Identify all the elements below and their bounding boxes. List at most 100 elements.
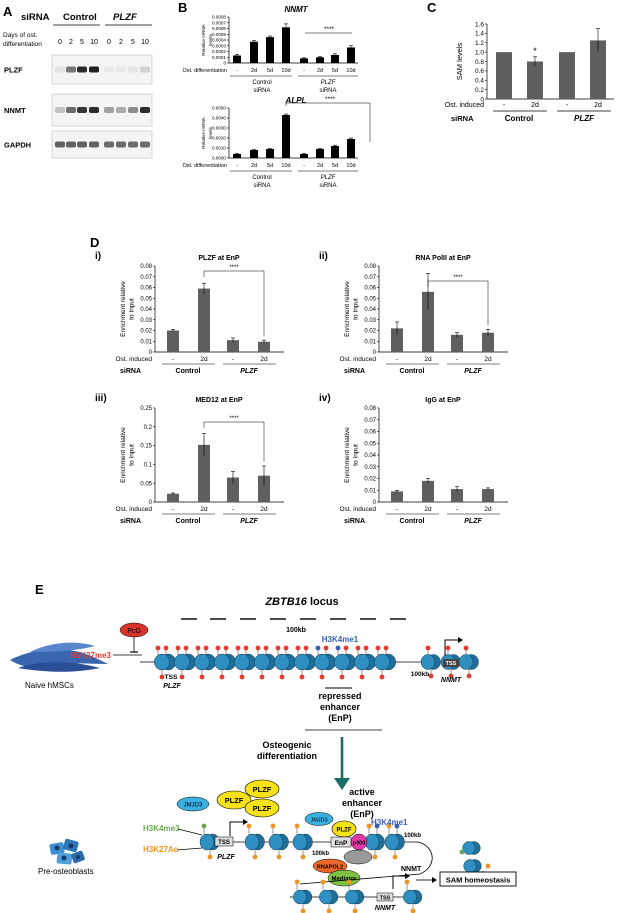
bar bbox=[347, 139, 355, 158]
panel-a-western-blots: PLZF NNMT GAPDH bbox=[4, 54, 153, 159]
histone-mark bbox=[183, 645, 189, 651]
nucleosome bbox=[194, 653, 210, 671]
bar bbox=[233, 154, 241, 158]
sig-label: **** bbox=[229, 265, 239, 271]
top-nnmt-tss-label: TSS bbox=[446, 661, 457, 667]
row-label: Ost. differentiation bbox=[182, 163, 227, 169]
y-tick-label: 0.04 bbox=[364, 307, 376, 313]
bar bbox=[331, 54, 339, 63]
histone-mark bbox=[355, 645, 361, 651]
row-label: Ost. induced bbox=[340, 506, 377, 513]
bar bbox=[198, 288, 210, 352]
panel-b-nnmt-chart: NNMT 0.00080.00070.00060.00050.00040.0003… bbox=[182, 5, 358, 94]
row-label: Ost. induced bbox=[116, 506, 153, 513]
h3k27me3-label: H3K27me3 bbox=[70, 651, 111, 660]
blot-band bbox=[128, 107, 138, 113]
plzf-protein-2: PLZF bbox=[253, 785, 272, 794]
nucleosome bbox=[374, 653, 390, 671]
bar bbox=[451, 489, 463, 502]
nucleosome bbox=[214, 653, 230, 671]
day-label: 10 bbox=[141, 39, 149, 46]
histone-mark bbox=[246, 823, 252, 829]
y-axis-label: levels bbox=[208, 126, 213, 138]
repressed-enhancer-line3: (EnP) bbox=[328, 713, 352, 723]
group-label: PLZF bbox=[240, 518, 258, 525]
bar bbox=[250, 150, 258, 158]
histone-mark bbox=[179, 674, 185, 680]
bar bbox=[227, 340, 239, 352]
rnapol2-label: RNAPOL2 bbox=[317, 865, 343, 871]
panel-b-alpl-chart: ALPL 0.0050 0.0040 0.0030 0.0020 0.0010 0.0000… bbox=[182, 96, 371, 189]
blot-band bbox=[128, 141, 138, 148]
panel-a-letter: A bbox=[3, 4, 13, 19]
panel-a-day-labels: 0 2 5 10 0 2 5 10 bbox=[58, 39, 149, 46]
histone-mark bbox=[323, 645, 329, 651]
panel-e-letter: E bbox=[35, 582, 44, 597]
y-axis-label: Enrichment relative bbox=[344, 281, 351, 337]
y-axis-label: Relative mRNA bbox=[201, 23, 206, 55]
group-label: Control bbox=[252, 175, 271, 181]
blot-band bbox=[89, 66, 99, 73]
y-tick-label: 0.03 bbox=[140, 318, 152, 324]
nucleosome bbox=[403, 889, 417, 905]
blot-band bbox=[128, 66, 138, 73]
plzf-at-enp-label: PLZF bbox=[337, 828, 352, 834]
y-tick-label: 0.0001 bbox=[212, 55, 226, 60]
blot-band bbox=[140, 141, 150, 148]
x-label: 5d bbox=[332, 68, 338, 74]
y-tick-label: 0.02 bbox=[364, 329, 376, 335]
panel-d-igg-chart: iv) IgG at EnP 0.08 0.07 0.06 0.05 0.04 0.03 0.0… bbox=[319, 393, 508, 525]
y-tick-label: 0.25 bbox=[140, 406, 152, 412]
group-label: Control bbox=[252, 80, 271, 86]
plzf-tss-arrowhead bbox=[243, 819, 248, 825]
histone-mark bbox=[335, 645, 341, 651]
y-tick-label: 0.0003 bbox=[212, 43, 226, 48]
pcg-label: PcG bbox=[127, 628, 141, 635]
x-label: 2d bbox=[200, 356, 208, 363]
bar bbox=[167, 330, 179, 352]
bar bbox=[391, 328, 403, 352]
chart-numeral: i) bbox=[95, 251, 101, 262]
y-tick-label: 0 bbox=[223, 61, 226, 66]
bottom-plzf-tss-label: TSS bbox=[218, 840, 230, 846]
y-tick-label: 0.1 bbox=[144, 463, 153, 469]
x-label: - bbox=[303, 163, 305, 169]
bar bbox=[527, 61, 543, 99]
panel-b-letter: B bbox=[178, 0, 187, 15]
histone-mark bbox=[295, 645, 301, 651]
bar bbox=[316, 149, 324, 158]
y-tick-label: 0.01 bbox=[364, 339, 376, 345]
day-label: 2 bbox=[69, 39, 73, 46]
histone-mark bbox=[375, 645, 381, 651]
y-tick-label: 0.8 bbox=[475, 59, 484, 66]
nucleosome bbox=[319, 889, 333, 905]
histone-mark bbox=[410, 908, 416, 913]
blot-band bbox=[66, 141, 76, 148]
bar bbox=[266, 149, 274, 158]
bottom-plzf-gene-label: PLZF bbox=[217, 854, 235, 861]
panel-d-plzf-chart: i) PLZF at EnP 0.08 0.07 0.06 0.05 0.04 0.03 0.0… bbox=[95, 251, 284, 375]
nucleosome bbox=[174, 653, 190, 671]
histone-mark bbox=[275, 645, 281, 651]
sig-label: **** bbox=[325, 96, 336, 103]
nnmt-tss-box bbox=[376, 892, 394, 902]
blot-label: GAPDH bbox=[4, 141, 31, 150]
osteogenic-arrow-head bbox=[334, 778, 350, 790]
nnmt-protein-label: NNMT bbox=[401, 866, 422, 873]
x-label: - bbox=[236, 68, 238, 74]
y-tick-label: 0.07 bbox=[364, 418, 376, 424]
sig-bracket bbox=[203, 270, 265, 337]
histone-mark bbox=[294, 823, 300, 829]
jmjd3-right: JMJD3 bbox=[304, 812, 334, 826]
chart-title: MED12 at EnP bbox=[195, 397, 242, 404]
histone-mark bbox=[175, 645, 181, 651]
blot-band bbox=[77, 107, 87, 113]
x-label: 2d bbox=[317, 163, 323, 169]
y-tick-label: 0.0000 bbox=[212, 156, 226, 161]
blot-band bbox=[89, 141, 99, 148]
nucleosome bbox=[384, 833, 400, 851]
histone-mark bbox=[363, 645, 369, 651]
bar bbox=[282, 115, 290, 158]
histone-mark bbox=[239, 674, 245, 680]
active-enhancer-line3: (EnP) bbox=[350, 809, 374, 819]
